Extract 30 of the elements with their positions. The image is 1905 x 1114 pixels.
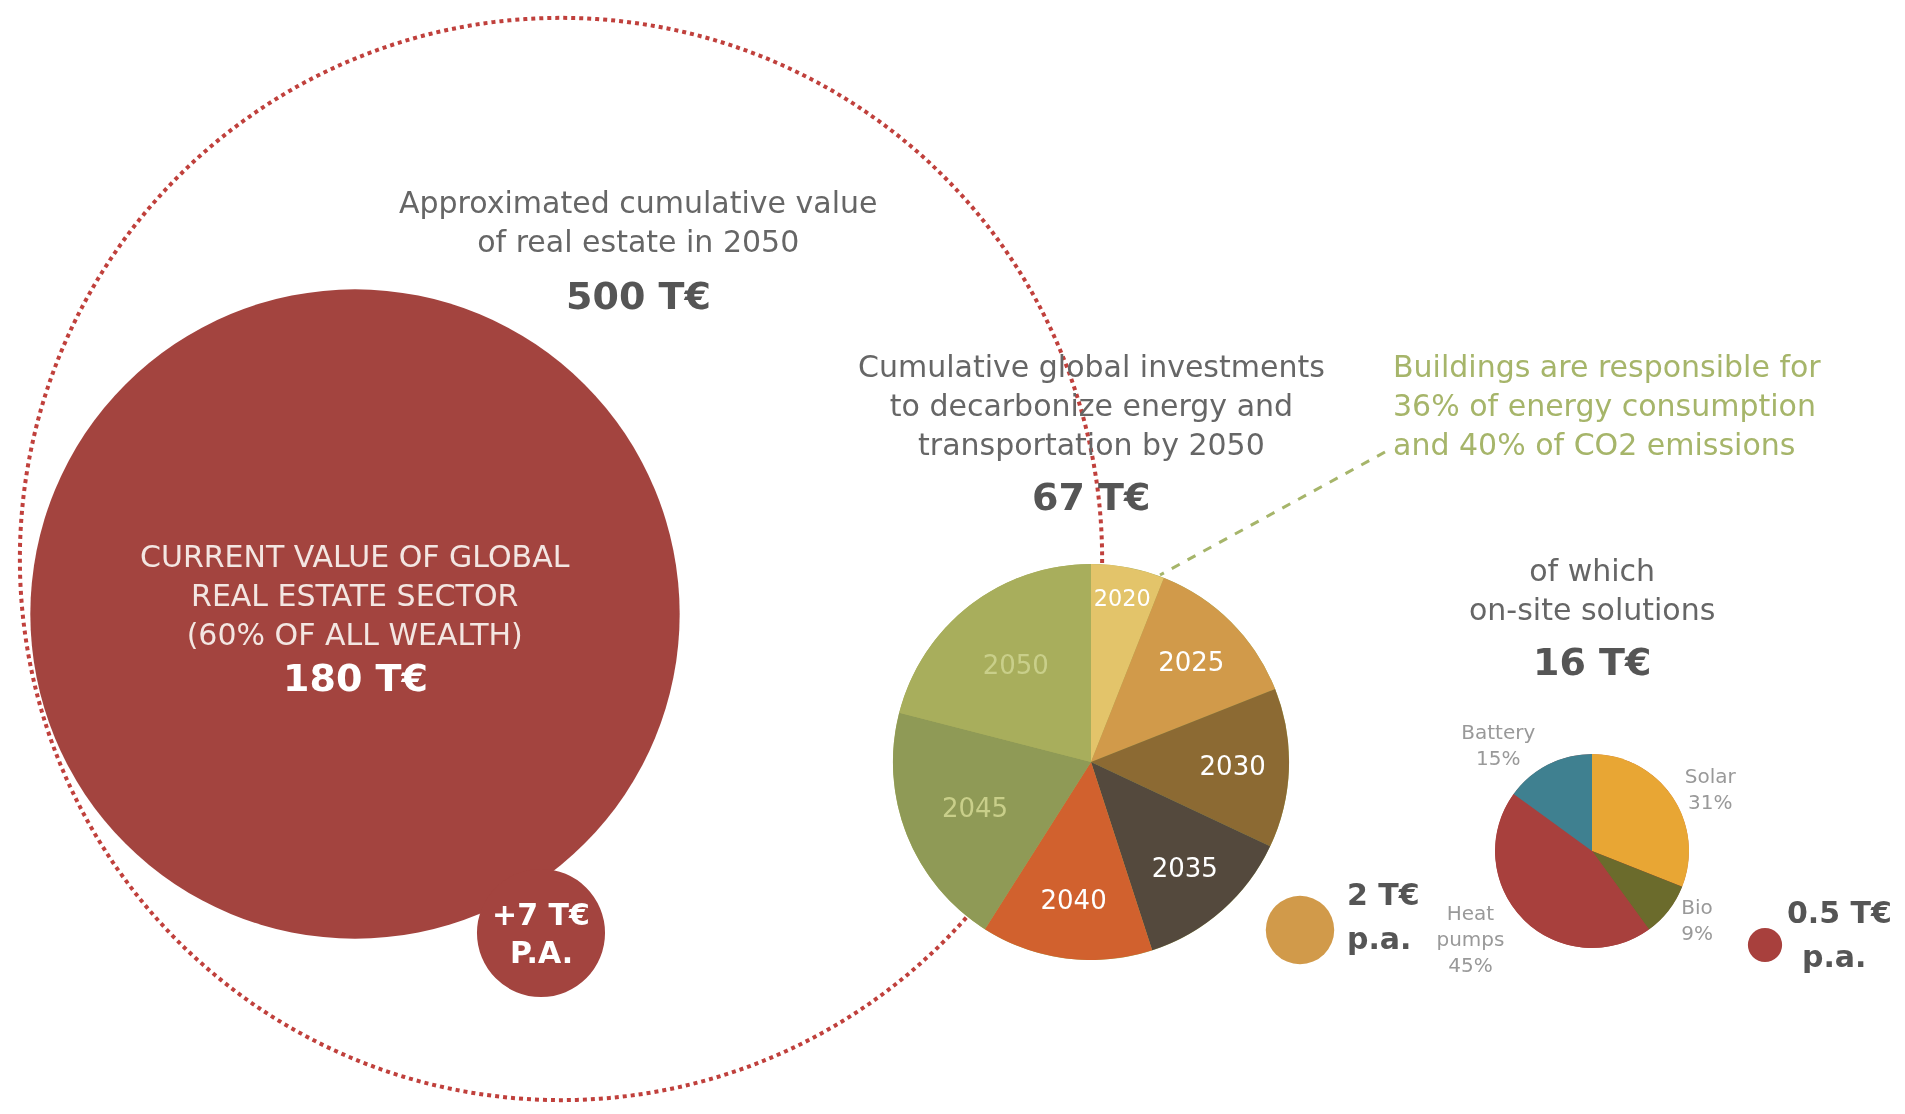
data-label: 2 T€ — [1347, 877, 1420, 912]
data-label: 180 T€ — [283, 656, 428, 700]
data-label: 500 T€ — [566, 274, 711, 318]
category-label: Approximated cumulative value of real estate in 2050 — [399, 185, 878, 259]
slice-label: 2020 — [1093, 584, 1151, 611]
data-label: +7 T€ — [492, 897, 590, 932]
slice-label: 2030 — [1199, 751, 1266, 782]
category-label: Cumulative global investments to decarbonize energy and transportation by 2050 — [858, 349, 1325, 462]
text: Buildings are responsible for 36% of energy consumption and 40% of CO2 emissions — [1393, 349, 1822, 462]
pie-slice — [1091, 689, 1289, 847]
data-label: 0.5 T€ — [1787, 895, 1892, 930]
slice-label: 2040 — [1040, 884, 1107, 915]
category-label: CURRENT VALUE OF GLOBAL REAL ESTATE SECTOR (60% OF ALL WEALTH) — [140, 539, 570, 652]
slice-label: 2025 — [1158, 646, 1225, 677]
category-label: p.a. — [1347, 921, 1412, 956]
data-label: 67 T€ — [1032, 475, 1151, 519]
category-label: p.a. — [1802, 939, 1867, 974]
category-label: P.A. — [510, 935, 574, 970]
slice-label: 2035 — [1151, 853, 1218, 884]
data-label: 31% — [1687, 789, 1733, 814]
data-label: 45% — [1448, 952, 1493, 977]
data-label: 15% — [1476, 745, 1521, 770]
slice-label: Battery — [1461, 719, 1536, 744]
slice-label: 2045 — [941, 792, 1009, 823]
slice-label: Heat pumps — [1436, 900, 1505, 951]
data-label: 16 T€ — [1533, 640, 1652, 684]
data-label: 9% — [1681, 920, 1713, 945]
category-label: of which on-site solutions — [1469, 553, 1716, 627]
slice-label: Solar — [1684, 763, 1737, 788]
slice-label: Bio — [1681, 894, 1713, 919]
